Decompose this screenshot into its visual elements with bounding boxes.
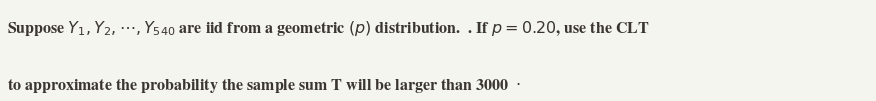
Text: to approximate the probability the sample sum T will be larger than 3000  $\cdot: to approximate the probability the sampl… — [7, 77, 521, 95]
Text: Suppose $Y_1,Y_2,\cdots,Y_{540}$ are iid from a geometric $(p)$ distribution.  .: Suppose $Y_1,Y_2,\cdots,Y_{540}$ are iid… — [7, 19, 650, 38]
